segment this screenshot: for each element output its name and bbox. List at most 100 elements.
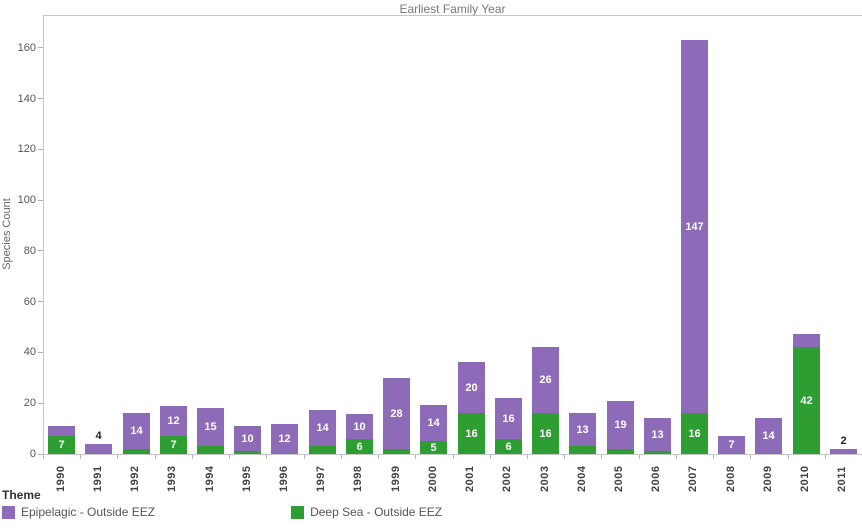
bar-segment-deep-sea-2004[interactable]	[569, 446, 596, 454]
bar-segment-epipelagic-1994[interactable]	[197, 408, 224, 446]
bar-value-label: 12	[278, 433, 291, 445]
bar-value-label: 5	[430, 441, 437, 454]
bar-value-label: 16	[539, 427, 552, 440]
x-tick	[564, 455, 566, 459]
bar-segment-deep-sea-1994[interactable]	[197, 446, 224, 454]
x-tick	[750, 455, 752, 459]
y-tick	[38, 351, 43, 353]
bar-value-label: 6	[356, 440, 363, 453]
x-category-label-2003: 2003	[538, 465, 551, 492]
y-tick-label: 40	[23, 346, 36, 359]
bar-segment-deep-sea-1993[interactable]	[160, 436, 187, 454]
bar-segment-deep-sea-2007[interactable]	[681, 413, 708, 454]
x-tick	[526, 455, 528, 459]
x-tick	[80, 455, 82, 459]
legend-title: Theme	[2, 488, 41, 502]
y-tick	[38, 47, 43, 49]
bar-segment-epipelagic-2004[interactable]	[569, 413, 596, 446]
y-tick-label: 80	[23, 244, 36, 257]
bar-value-label: 7	[728, 439, 735, 451]
bar-value-label: 14	[316, 422, 329, 434]
x-category-label-1999: 1999	[389, 465, 402, 492]
x-category-label-1997: 1997	[315, 465, 328, 492]
bar-value-label: 16	[502, 412, 515, 425]
bar-segment-epipelagic-2001[interactable]	[458, 362, 485, 413]
legend-row: Epipelagic - Outside EEZ Deep Sea - Outs…	[2, 505, 490, 519]
bar-segment-deep-sea-1995[interactable]	[234, 451, 261, 454]
bar-segment-deep-sea-1999[interactable]	[383, 449, 410, 454]
bar-segment-epipelagic-2011[interactable]	[830, 449, 857, 454]
bar-segment-epipelagic-2009[interactable]	[755, 418, 782, 454]
x-category-label-2005: 2005	[613, 465, 626, 492]
bar-segment-epipelagic-1992[interactable]	[123, 413, 150, 449]
x-tick	[191, 455, 193, 459]
x-category-label-1990: 1990	[54, 465, 67, 492]
legend-item-epipelagic[interactable]: Epipelagic - Outside EEZ	[2, 505, 155, 519]
y-tick-label: 20	[23, 397, 36, 410]
x-tick	[489, 455, 491, 459]
bar-segment-epipelagic-1995[interactable]	[234, 426, 261, 451]
x-tick	[340, 455, 342, 459]
bar-segment-epipelagic-1996[interactable]	[271, 424, 298, 454]
bar-segment-epipelagic-2003[interactable]	[532, 347, 559, 413]
x-category-label-1994: 1994	[203, 465, 216, 492]
x-category-label-1996: 1996	[277, 465, 290, 492]
bar-segment-deep-sea-2006[interactable]	[644, 451, 671, 454]
bar-value-label: 6	[505, 440, 512, 453]
bar-segment-epipelagic-1991[interactable]	[85, 444, 112, 454]
bar-segment-deep-sea-1998[interactable]	[346, 439, 373, 454]
x-tick	[117, 455, 119, 459]
bar-segment-epipelagic-2000[interactable]	[420, 405, 447, 441]
bar-segment-epipelagic-2007[interactable]	[681, 40, 708, 413]
bar-value-label: 42	[800, 394, 813, 407]
bar-segment-epipelagic-1998[interactable]	[346, 414, 373, 439]
bar-value-label: 14	[427, 417, 440, 429]
bar-segment-deep-sea-2003[interactable]	[532, 413, 559, 454]
x-tick	[713, 455, 715, 459]
x-category-label-2001: 2001	[464, 465, 477, 492]
bar-segment-epipelagic-2008[interactable]	[718, 436, 745, 454]
legend-item-deep-sea[interactable]: Deep Sea - Outside EEZ	[291, 505, 442, 519]
x-category-label-2000: 2000	[426, 465, 439, 492]
x-category-label-1998: 1998	[352, 465, 365, 492]
bar-value-label: 2	[840, 435, 847, 447]
x-tick	[415, 455, 417, 459]
y-tick-label: 100	[17, 194, 36, 207]
bar-value-label: 7	[170, 439, 177, 451]
bar-segment-deep-sea-2001[interactable]	[458, 413, 485, 454]
x-axis-line	[43, 454, 862, 455]
bar-value-label: 10	[353, 420, 366, 433]
y-tick	[38, 301, 43, 303]
bar-segment-deep-sea-2010[interactable]	[793, 347, 820, 454]
bar-value-label: 15	[204, 421, 217, 433]
bar-segment-epipelagic-1993[interactable]	[160, 406, 187, 436]
x-category-label-2010: 2010	[799, 465, 812, 492]
bar-segment-epipelagic-1997[interactable]	[309, 410, 336, 446]
bar-segment-epipelagic-1990[interactable]	[48, 426, 75, 436]
x-tick	[675, 455, 677, 459]
bar-segment-deep-sea-2002[interactable]	[495, 439, 522, 454]
bar-segment-epipelagic-1999[interactable]	[383, 378, 410, 449]
bar-segment-deep-sea-2000[interactable]	[420, 441, 447, 454]
bar-segment-deep-sea-1990[interactable]	[48, 436, 75, 454]
y-tick-label: 120	[17, 143, 36, 156]
x-tick	[787, 455, 789, 459]
bar-segment-epipelagic-2005[interactable]	[607, 401, 634, 449]
y-tick	[38, 402, 43, 404]
bar-segment-deep-sea-1997[interactable]	[309, 446, 336, 454]
bar-segment-epipelagic-2002[interactable]	[495, 398, 522, 439]
bar-segment-deep-sea-2005[interactable]	[607, 449, 634, 454]
x-category-label-1992: 1992	[129, 465, 142, 492]
bar-value-label: 147	[685, 220, 704, 233]
bar-value-label: 7	[58, 439, 65, 451]
bar-segment-epipelagic-2010[interactable]	[793, 334, 820, 347]
y-tick-label: 160	[17, 41, 36, 54]
bar-value-label: 13	[651, 428, 664, 441]
x-tick	[303, 455, 305, 459]
bar-segment-epipelagic-2006[interactable]	[644, 418, 671, 451]
x-category-label-2006: 2006	[650, 465, 663, 492]
x-tick	[601, 455, 603, 459]
x-category-label-1991: 1991	[91, 465, 104, 492]
bar-segment-deep-sea-1992[interactable]	[123, 449, 150, 454]
